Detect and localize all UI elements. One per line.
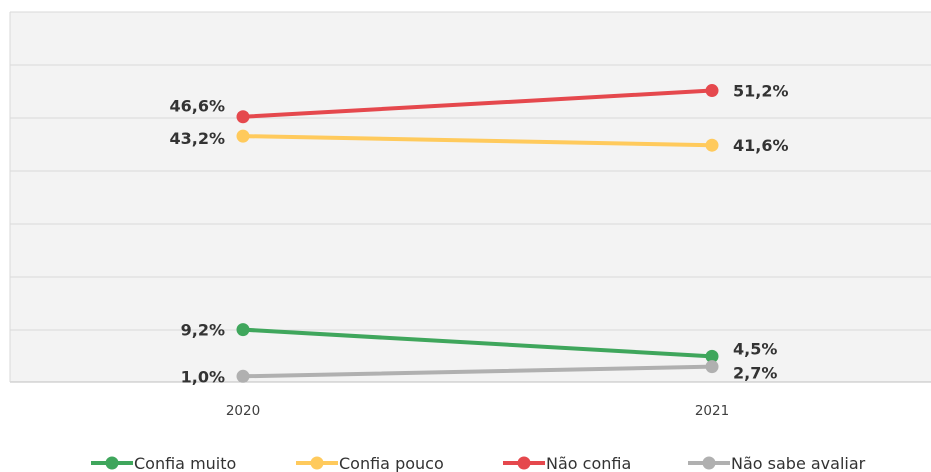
- data-label-confia-muito-2020: 9,2%: [181, 321, 225, 340]
- legend-item-confia-pouco: Confia pouco: [296, 454, 444, 472]
- data-label-confia-muito-2021: 4,5%: [733, 339, 777, 358]
- series-layer: [236, 84, 719, 383]
- legend-label: Confia muito: [134, 454, 236, 472]
- legend-swatch-marker: [105, 456, 119, 470]
- legend-item-nao-confia: Não confia: [503, 454, 631, 472]
- x-tick-label-2021: 2021: [695, 403, 729, 419]
- legend-item-confia-muito: Confia muito: [91, 454, 236, 472]
- series-line-nao-confia: [241, 88, 714, 119]
- series-line-confia-muito: [241, 327, 714, 359]
- data-label-confia-pouco-2020: 43,2%: [169, 129, 225, 148]
- data-label-nao-sabe-avaliar-2021: 2,7%: [733, 364, 777, 383]
- data-point-nao-sabe-avaliar-2020: [236, 369, 250, 383]
- legend-swatch-marker: [702, 456, 716, 470]
- data-label-confia-pouco-2021: 41,6%: [733, 136, 789, 155]
- series-line-confia-pouco: [241, 134, 714, 148]
- data-label-nao-sabe-avaliar-2020: 1,0%: [181, 367, 225, 386]
- data-point-confia-muito-2020: [236, 323, 250, 337]
- legend-item-nao-sabe-avaliar: Não sabe avaliar: [688, 454, 866, 472]
- data-label-nao-confia-2020: 46,6%: [169, 97, 225, 116]
- plot-area: [10, 12, 931, 382]
- data-label-nao-confia-2021: 51,2%: [733, 82, 789, 101]
- legend-label: Confia pouco: [339, 454, 444, 472]
- data-point-confia-pouco-2021: [705, 138, 719, 152]
- legend-swatch-marker: [310, 456, 324, 470]
- data-labels: 9,2% 4,5% 43,2% 41,6% 46,6% 51,2% 1,0% 2,7%: [169, 82, 788, 387]
- legend: Confia muito Confia pouco Não confia Não sa…: [91, 454, 866, 472]
- gridlines: [9, 11, 931, 383]
- data-point-confia-muito-2021: [705, 349, 719, 363]
- legend-label: Não confia: [546, 454, 631, 472]
- data-point-nao-confia-2020: [236, 110, 250, 124]
- x-axis: 2020 2021: [226, 403, 729, 419]
- data-point-nao-sabe-avaliar-2021: [705, 360, 719, 374]
- data-point-nao-confia-2021: [705, 84, 719, 98]
- legend-label: Não sabe avaliar: [731, 454, 866, 472]
- legend-swatch-marker: [517, 456, 531, 470]
- series-line-nao-sabe-avaliar: [241, 364, 714, 379]
- data-point-confia-pouco-2020: [236, 129, 250, 143]
- x-tick-label-2020: 2020: [226, 403, 260, 419]
